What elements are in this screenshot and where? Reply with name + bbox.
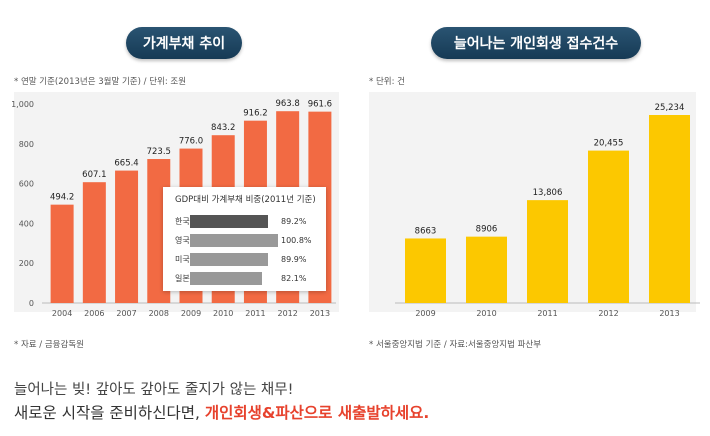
- x-tick-label: 2012: [598, 309, 618, 318]
- inset-pct: 100.8%: [281, 236, 312, 245]
- y-tick-label: 1,000: [11, 100, 34, 109]
- x-tick-label: 2010: [213, 309, 233, 318]
- bar-value-label: 723.5: [147, 147, 171, 157]
- bar-value-label: 776.0: [179, 137, 203, 147]
- x-tick-label: 2012: [277, 309, 297, 318]
- bar-value-label: 20,455: [594, 139, 624, 149]
- inset-country: 미국: [175, 255, 190, 264]
- y-tick-label: 200: [19, 259, 34, 268]
- y-tick-label: 0: [29, 299, 34, 308]
- bar-value-label: 665.4: [114, 159, 138, 169]
- bar-value-label: 843.2: [211, 123, 235, 133]
- right-source-note: * 서울중앙지법 기준 / 자료:서울중앙지법 파산부: [369, 340, 542, 350]
- bar: [527, 200, 568, 303]
- bar-value-label: 916.2: [243, 109, 267, 119]
- x-tick-label: 2013: [310, 309, 330, 318]
- x-tick-label: 2011: [537, 309, 557, 318]
- gdp-ratio-inset: GDP대비 가계부채 비중(2011년 기준) 한국 89.2% 영국 100.…: [163, 187, 326, 291]
- x-tick-label: 2010: [476, 309, 496, 318]
- inset-country: 영국: [175, 236, 190, 245]
- bar: [405, 238, 446, 303]
- bar: [649, 115, 690, 303]
- inset-pct: 82.1%: [281, 274, 307, 283]
- inset-row-japan: 일본 82.1%: [175, 272, 325, 286]
- inset-row-usa: 미국 89.9%: [175, 253, 325, 267]
- left-source-note: * 자료 / 금융감독원: [14, 340, 84, 350]
- bar-value-label: 963.8: [275, 99, 299, 109]
- bar: [50, 204, 74, 303]
- bar: [466, 236, 507, 303]
- inset-bar: [190, 272, 262, 285]
- y-tick-label: 800: [19, 140, 34, 149]
- bar: [588, 150, 629, 303]
- right-chart: 8663 2009 8906 2010 13,806 2011 20,455 2012 25,2…: [395, 103, 700, 318]
- x-tick-label: 2009: [415, 309, 435, 318]
- left-unit-note: * 연말 기준(2013년은 3월말 기준) / 단위: 조원: [14, 77, 187, 87]
- left-chart-title: 가계부채 추이: [126, 27, 242, 59]
- x-tick-label: 2013: [659, 309, 679, 318]
- bar-value-label: 8663: [415, 226, 437, 236]
- bar: [115, 170, 139, 303]
- footer-line-2-prefix: 새로운 시작을 준비하신다면,: [14, 404, 205, 422]
- bar-value-label: 25,234: [655, 103, 685, 113]
- footer-line-1: 늘어나는 빚! 갚아도 갚아도 줄지가 않는 채무!: [14, 382, 294, 398]
- y-tick-label: 400: [19, 219, 34, 228]
- inset-country: 일본: [175, 274, 190, 283]
- inset-bar: [190, 234, 278, 247]
- inset-title: GDP대비 가계부채 비중(2011년 기준): [175, 195, 316, 205]
- x-tick-label: 2004: [52, 309, 72, 318]
- inset-row-uk: 영국 100.8%: [175, 234, 325, 248]
- right-chart-title: 늘어나는 개인회생 접수건수: [431, 27, 641, 59]
- footer-line-2-highlight: 개인회생&파산으로 새출발하세요.: [204, 404, 430, 422]
- x-tick-label: 2007: [116, 309, 136, 318]
- inset-bar: [190, 253, 269, 266]
- x-tick-label: 2011: [245, 309, 265, 318]
- x-tick-label: 2006: [84, 309, 104, 318]
- inset-row-korea: 한국 89.2%: [175, 215, 325, 229]
- x-tick-label: 2009: [181, 309, 201, 318]
- bar-value-label: 607.1: [82, 170, 106, 180]
- bar-value-label: 8906: [476, 225, 498, 235]
- inset-pct: 89.9%: [281, 255, 307, 264]
- inset-country: 한국: [175, 217, 190, 226]
- footer-line-2: 새로운 시작을 준비하신다면, 개인회생&파산으로 새출발하세요.: [14, 401, 429, 423]
- inset-pct: 89.2%: [281, 217, 307, 226]
- bar-value-label: 13,806: [533, 188, 563, 198]
- bar: [82, 182, 106, 303]
- bar-value-label: 961.6: [308, 100, 332, 110]
- right-unit-note: * 단위: 건: [369, 77, 405, 87]
- bar-value-label: 494.2: [50, 193, 74, 203]
- y-tick-label: 600: [19, 180, 34, 189]
- inset-bar: [190, 215, 268, 228]
- x-tick-label: 2008: [149, 309, 169, 318]
